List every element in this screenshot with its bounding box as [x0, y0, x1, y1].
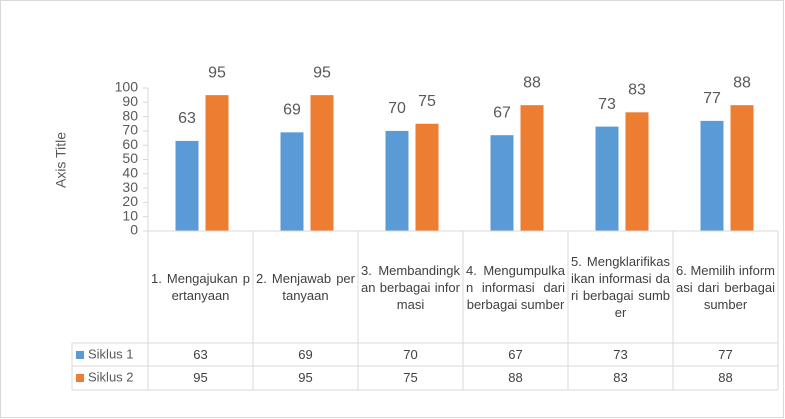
table-value: 73 — [613, 347, 628, 362]
data-label: 95 — [313, 64, 331, 81]
y-tick-label: 50 — [122, 150, 138, 166]
bar — [700, 120, 724, 231]
bar — [520, 105, 544, 231]
table-value: 95 — [193, 370, 208, 385]
data-label: 67 — [493, 104, 511, 121]
table-value: 67 — [508, 347, 523, 362]
bar — [280, 132, 304, 231]
legend-label: Siklus 2 — [88, 369, 134, 384]
y-tick-label: 60 — [122, 136, 138, 152]
table-value: 69 — [298, 347, 313, 362]
category-label: 3. Membandingkan berbagai informasi — [361, 262, 460, 312]
data-label: 69 — [283, 102, 301, 119]
data-label: 88 — [733, 74, 751, 91]
data-label: 77 — [703, 90, 721, 107]
table-value: 77 — [718, 347, 733, 362]
table-value: 88 — [718, 370, 733, 385]
data-label: 73 — [598, 96, 616, 113]
y-axis-title: Axis Title — [53, 132, 69, 188]
y-tick-label: 10 — [122, 207, 138, 223]
bar — [310, 95, 334, 232]
y-tick-label: 20 — [122, 193, 138, 209]
table-value: 95 — [298, 370, 313, 385]
data-label: 95 — [208, 64, 226, 81]
y-tick-label: 70 — [122, 122, 138, 138]
table-value: 83 — [613, 370, 628, 385]
bar — [595, 126, 619, 231]
category-label: 5. Mengklarifikasikan informasi dari ber… — [571, 254, 670, 320]
data-label: 63 — [178, 110, 196, 127]
category-label: 1. Mengajukan pertanyaan — [151, 271, 250, 303]
category-label: 6. Memilih informasi dari berbagai sumbe… — [676, 262, 775, 312]
table-value: 70 — [403, 347, 418, 362]
y-tick-label: 80 — [122, 107, 138, 123]
y-tick-label: 0 — [130, 222, 138, 238]
table-value: 75 — [403, 370, 418, 385]
category-label: 2. Menjawab pertanyaan — [256, 271, 355, 303]
data-label: 88 — [523, 74, 541, 91]
y-tick-label: 40 — [122, 165, 138, 181]
bar — [415, 123, 439, 231]
y-tick-label: 100 — [115, 79, 139, 95]
bar — [205, 95, 229, 232]
bar — [385, 130, 409, 231]
bar — [490, 135, 514, 231]
legend-key — [76, 374, 84, 382]
bar — [730, 105, 754, 231]
y-tick-label: 30 — [122, 179, 138, 195]
data-label: 83 — [628, 82, 646, 99]
legend-label: Siklus 1 — [88, 346, 134, 361]
y-tick-label: 90 — [122, 93, 138, 109]
table-value: 88 — [508, 370, 523, 385]
bar — [625, 112, 649, 231]
data-label: 70 — [388, 100, 406, 117]
legend-key — [76, 351, 84, 359]
category-label: 4. Mengumpulkan informasi dari berbagai … — [466, 262, 565, 312]
table-value: 63 — [193, 347, 208, 362]
bar — [175, 140, 199, 231]
data-label: 75 — [418, 93, 436, 110]
